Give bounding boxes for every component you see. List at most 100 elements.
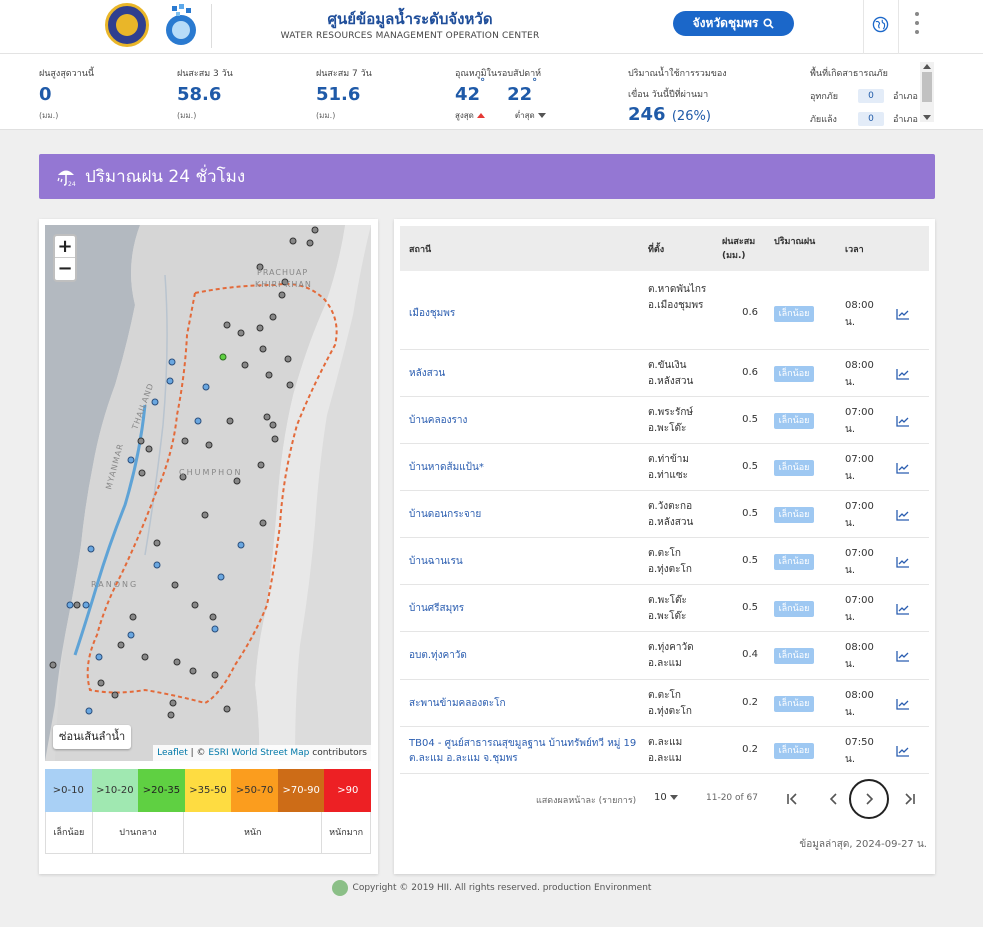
province-seal-logo[interactable]: [105, 3, 149, 47]
table-header: สถานี ที่ตั้ง ฝนสะสม (มม.) ปริมาณฝน เวลา: [400, 226, 929, 271]
rain-table-panel: สถานี ที่ตั้ง ฝนสะสม (มม.) ปริมาณฝน เวลา…: [394, 219, 935, 874]
station-name-link[interactable]: เมืองชุมพร: [409, 308, 456, 319]
stat-label: ฝนสะสม 7 วัน: [316, 69, 372, 79]
line-chart-icon[interactable]: [896, 556, 910, 568]
line-chart-icon[interactable]: [896, 509, 910, 521]
rain-level-badge: เล็กน้อย: [774, 506, 814, 523]
station-name-link[interactable]: บ้านดอนกระจาย: [409, 508, 482, 520]
water-drop-logo[interactable]: [158, 2, 204, 48]
esri-link[interactable]: ESRI World Street Map: [208, 748, 310, 758]
toggle-river-button[interactable]: ซ่อนเส้นลำน้ำ: [53, 725, 132, 749]
station-location: ต.ขันเงิน อ.หลังสวน: [648, 359, 694, 387]
last-page-button[interactable]: [896, 785, 924, 813]
station-name-link[interactable]: บ้านฉานเรน: [409, 555, 463, 567]
observation-time: 07:00 น.: [845, 453, 874, 482]
copyright-text: Copyright © 2019 HII. All rights reserve…: [352, 883, 652, 893]
flood-count: 0: [858, 89, 884, 103]
observation-time: 08:00 น.: [845, 642, 874, 670]
first-page-button[interactable]: [778, 785, 806, 813]
station-location: ต.ตะโก อ.ทุ่งตะโก: [648, 547, 692, 575]
table-row[interactable]: บ้านฉานเรน ต.ตะโก อ.ทุ่งตะโก 0.5 เล็กน้อย 07…: [400, 538, 929, 585]
line-chart-icon[interactable]: [896, 368, 910, 380]
line-chart-icon[interactable]: [896, 462, 910, 474]
station-name-link[interactable]: อบต.ทุ่งคาวัด: [409, 650, 467, 661]
stat-rain-3day[interactable]: ฝนสะสม 3 วัน 58.6 (มม.): [177, 66, 233, 122]
chevron-right-icon: [866, 793, 874, 805]
stats-bar: ฝนสูงสุดวานนี้ 0 (มม.) ฝนสะสม 3 วัน 58.6…: [0, 54, 983, 130]
observation-time: 07:50 น.: [845, 736, 874, 765]
station-name-link[interactable]: บ้านหาดส้มแป้น*: [409, 461, 484, 473]
line-chart-icon[interactable]: [896, 415, 910, 427]
rain-map[interactable]: PRACHUAP KHIRI KHAN CHUMPHON RANONG THAI…: [45, 225, 371, 761]
globe-icon[interactable]: [872, 16, 889, 33]
rain-value: 0.5: [742, 507, 758, 519]
stat-disaster[interactable]: พื้นที่เกิดสาธารณภัย อุทกภัย 0 อำเภอ ภัย…: [810, 66, 918, 126]
stats-scrollbar[interactable]: [920, 62, 934, 122]
line-chart-icon[interactable]: [896, 308, 910, 320]
station-name-link[interactable]: สะพานข้ามคลองตะโก: [409, 697, 506, 709]
table-row[interactable]: บ้านคลองราง ต.พระรักษ์ อ.พะโต๊ะ 0.5 เล็กน้อ…: [400, 397, 929, 444]
rain-value: 0.4: [742, 649, 758, 660]
line-chart-icon[interactable]: [896, 698, 910, 710]
next-page-button[interactable]: [849, 779, 889, 819]
rain-level-badge: เล็กน้อย: [774, 742, 814, 759]
map-canvas[interactable]: PRACHUAP KHIRI KHAN CHUMPHON RANONG THAI…: [45, 225, 371, 761]
observation-time: 08:00 น.: [845, 359, 874, 388]
station-name-link[interactable]: บ้านศรีสมุทร: [409, 602, 465, 614]
legend-cat-very-heavy: หนักมาก: [329, 827, 364, 838]
station-name-link[interactable]: TB04 - ศูนย์สาธารณสุขมูลฐาน บ้านทรัพย์ทว…: [409, 737, 637, 764]
observation-time: 07:00 น.: [845, 594, 874, 623]
table-row[interactable]: เมืองชุมพร ต.หาดพันไกร อ.เมืองชุมพร 0.6 เล็…: [400, 278, 929, 350]
stat-max-rain[interactable]: ฝนสูงสุดวานนี้ 0 (มม.): [39, 66, 94, 122]
stat-value: 58.6: [177, 84, 222, 105]
table-row[interactable]: อบต.ทุ่งคาวัด ต.ทุ่งคาวัด อ.ละแม 0.4 เล็กน้…: [400, 632, 929, 680]
station-name-link[interactable]: หลังสวน: [409, 367, 446, 379]
line-chart-icon[interactable]: [896, 745, 910, 757]
stat-label: อุณหภูมิในรอบสัปดาห์: [455, 69, 542, 79]
legend-bin: >90: [324, 769, 372, 812]
col-amount[interactable]: ปริมาณฝน: [774, 237, 816, 247]
col-station[interactable]: สถานี: [409, 245, 432, 255]
col-location[interactable]: ที่ตั้ง: [648, 245, 665, 255]
rain-value: 0.5: [742, 413, 758, 425]
rain-value: 0.2: [742, 696, 758, 708]
station-name-link[interactable]: บ้านคลองราง: [409, 414, 468, 426]
stat-rain-7day[interactable]: ฝนสะสม 7 วัน 51.6 (มม.): [316, 66, 372, 122]
per-page-select[interactable]: 10: [654, 792, 678, 803]
stat-label: ฝนสูงสุดวานนี้: [39, 69, 95, 79]
zoom-control: + −: [53, 234, 77, 282]
table-row[interactable]: บ้านศรีสมุทร ต.พะโต๊ะ อ.พะโต๊ะ 0.5 เล็กน้อย…: [400, 585, 929, 632]
table-row[interactable]: สะพานข้ามคลองตะโก ต.ตะโก อ.ทุ่งตะโก 0.2 เล็…: [400, 680, 929, 727]
legend-bin: >0-10: [45, 769, 92, 812]
line-chart-icon[interactable]: [896, 650, 910, 662]
flood-label: อุทกภัย: [810, 92, 838, 102]
table-row[interactable]: หลังสวน ต.ขันเงิน อ.หลังสวน 0.6 เล็กน้อย 08:…: [400, 350, 929, 397]
stat-label: พื้นที่เกิดสาธารณภัย: [810, 69, 888, 79]
more-menu-icon[interactable]: [914, 12, 920, 36]
table-row[interactable]: บ้านดอนกระจาย ต.วังตะกอ อ.หลังสวน 0.5 เล็กน…: [400, 491, 929, 538]
col-rain[interactable]: ฝนสะสม (มม.): [722, 237, 756, 261]
map-label-prachuap: PRACHUAP: [257, 268, 308, 277]
scroll-up-icon: [923, 64, 931, 69]
col-time[interactable]: เวลา: [845, 245, 864, 255]
rain-level-badge: เล็กน้อย: [774, 553, 814, 570]
station-location: ต.ละแม อ.ละแม: [648, 736, 683, 764]
stat-temperature[interactable]: อุณหภูมิในรอบสัปดาห์ 42° 22° สูงสุด ต่ำส…: [455, 66, 546, 122]
zoom-out-button[interactable]: −: [57, 258, 73, 279]
stat-dam[interactable]: ปริมาณน้ำใช้การรวมของ เขื่อน วันนี้ปีที่…: [628, 66, 727, 125]
station-location: ต.ท่าข้าม อ.ท่าแซะ: [648, 453, 689, 481]
province-select-button[interactable]: จังหวัดชุมพร: [673, 11, 794, 36]
section-banner: 24 ปริมาณฝน 24 ชั่วโมง: [39, 154, 935, 199]
drought-count: 0: [858, 112, 884, 126]
zoom-in-button[interactable]: +: [55, 236, 75, 258]
table-row[interactable]: TB04 - ศูนย์สาธารณสุขมูลฐาน บ้านทรัพย์ทว…: [400, 727, 929, 774]
stat-value: 51.6: [316, 84, 361, 105]
line-chart-icon[interactable]: [896, 603, 910, 615]
leaflet-link[interactable]: Leaflet: [157, 748, 188, 758]
prev-page-button[interactable]: [820, 785, 848, 813]
stat-label-2: เขื่อน วันนี้ปีที่ผ่านมา: [628, 90, 709, 100]
temp-min-value: 22°: [507, 77, 538, 105]
footer: Copyright © 2019 HII. All rights reserve…: [0, 880, 983, 896]
stat-label: ฝนสะสม 3 วัน: [177, 69, 233, 79]
table-row[interactable]: บ้านหาดส้มแป้น* ต.ท่าข้าม อ.ท่าแซะ 0.5 เล็ก…: [400, 444, 929, 491]
